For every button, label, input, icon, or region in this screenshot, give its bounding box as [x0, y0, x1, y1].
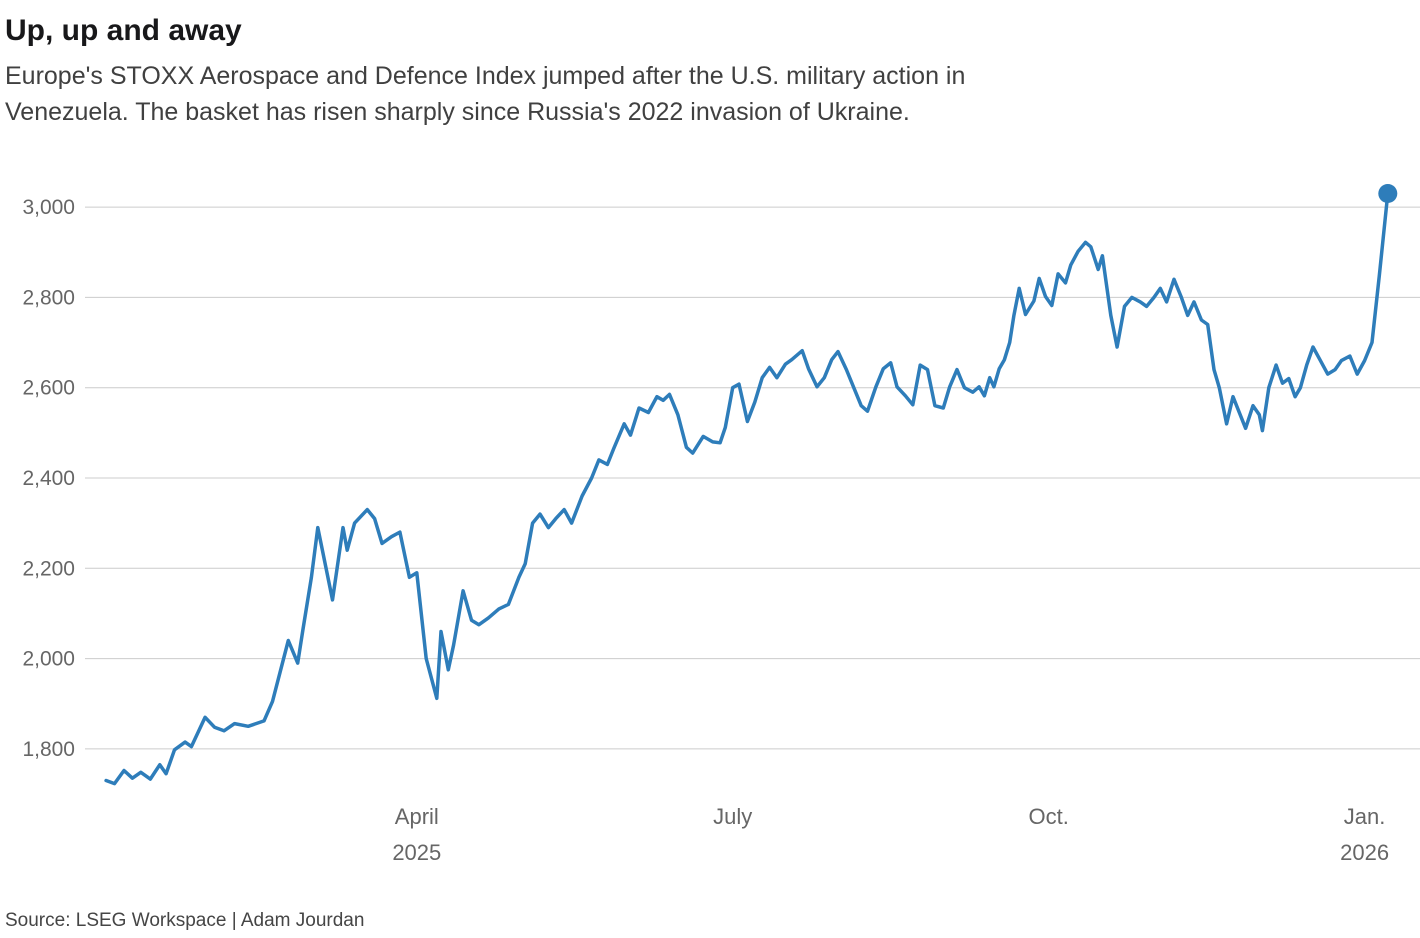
chart-title: Up, up and away: [5, 14, 242, 47]
x-axis-label: Oct.: [1029, 804, 1069, 829]
y-axis-label: 2,200: [22, 557, 75, 580]
x-axis-label: July: [713, 804, 752, 829]
x-axis-label: Jan.: [1344, 804, 1386, 829]
y-axis-label: 2,400: [22, 467, 75, 490]
chart-header: Up, up and away Europe's STOXX Aerospace…: [0, 0, 1420, 158]
source-credit: Source: LSEG Workspace | Adam Jourdan: [5, 910, 365, 931]
y-axis-label: 2,600: [22, 377, 75, 400]
series-line: [104, 191, 1390, 786]
x-axis-label: April: [395, 804, 439, 829]
chart-subtitle-line-2: Venezuela. The basket has risen sharply …: [5, 97, 910, 126]
y-axis-label: 3,000: [22, 196, 75, 219]
y-axis-label: 2,800: [22, 286, 75, 309]
chart-subtitle-line-1: Europe's STOXX Aerospace and Defence Ind…: [5, 62, 966, 90]
x-axis-year-label: 2025: [392, 840, 441, 865]
chart-subtitle: Europe's STOXX Aerospace and Defence Ind…: [5, 59, 1410, 130]
endpoint-marker: [1378, 184, 1398, 203]
line-chart: 1,800 2,000 2,200 2,400 2,600 2,800 3,000 April…: [22, 184, 1420, 865]
y-axis-label: 1,800: [22, 738, 75, 761]
x-axis-year-label: 2026: [1340, 840, 1389, 865]
y-axis-label: 2,000: [22, 648, 75, 671]
